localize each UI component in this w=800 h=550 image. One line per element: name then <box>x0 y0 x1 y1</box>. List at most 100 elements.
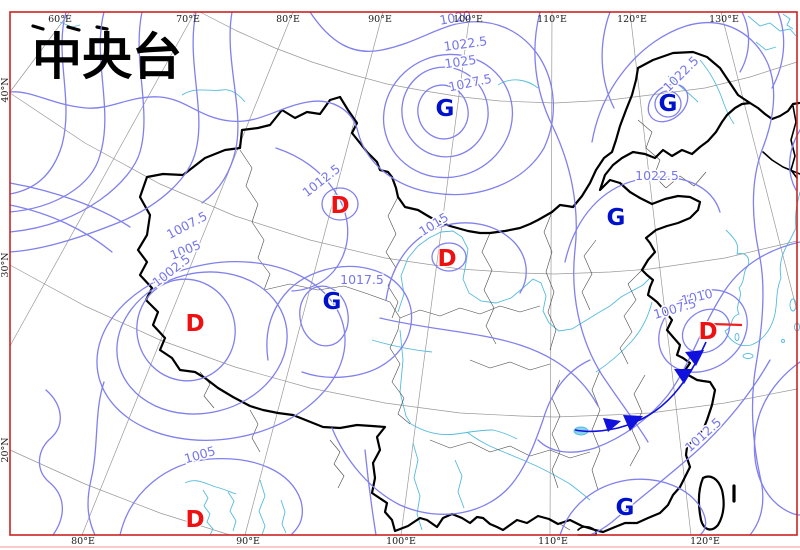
province-borders-path <box>469 359 551 371</box>
rivers-path <box>410 423 518 440</box>
longitude-label-top: 120°E <box>617 14 647 25</box>
longitude-label-top: 70°E <box>176 14 200 25</box>
isobars <box>9 11 800 536</box>
coastline <box>31 24 800 536</box>
rivers-path <box>181 89 246 103</box>
warm-front-stub <box>711 322 743 327</box>
isobars-path <box>116 271 288 415</box>
island <box>781 339 785 343</box>
isobars-path <box>96 261 346 441</box>
fronts <box>574 322 743 433</box>
rivers-path <box>412 442 423 531</box>
rivers-path <box>595 301 653 373</box>
longitude-label-top: 80°E <box>276 14 300 25</box>
isobars-path <box>275 147 349 292</box>
latitude-label-left: 20°N <box>0 437 11 462</box>
meridian <box>400 11 471 536</box>
isobars-path <box>38 389 64 536</box>
longitude-label-top: 130°E <box>709 14 739 25</box>
isobar-value-label: 1005 <box>182 443 217 466</box>
cold-front-triangle <box>685 350 704 366</box>
rivers-path <box>454 459 465 509</box>
latitude-label-left: 40°N <box>0 77 11 102</box>
isobars-path <box>647 83 689 123</box>
rivers-path <box>531 463 591 501</box>
isobars-path <box>9 182 131 228</box>
isobars-path <box>382 53 514 179</box>
isobars-path <box>9 11 67 195</box>
isobars-path <box>201 11 239 204</box>
isobars-path <box>589 359 771 536</box>
amur-border <box>636 50 752 105</box>
province-borders-path <box>399 305 541 319</box>
meridian <box>629 11 692 536</box>
longitude-label-bottom: 110°E <box>538 536 568 547</box>
low-pressure-marker: D <box>185 311 204 337</box>
hainan-island <box>577 525 597 536</box>
rivers-path <box>497 79 539 89</box>
longitude-label-top: 100°E <box>453 14 483 25</box>
province-borders-path <box>429 439 591 459</box>
isobars-path <box>559 478 707 536</box>
isobars-path <box>537 241 800 453</box>
rivers-path <box>202 489 214 536</box>
longitude-label-top: 90°E <box>368 14 392 25</box>
low-pressure-marker: D <box>437 246 456 272</box>
isobars-path <box>601 11 615 109</box>
low-pressure-marker: D <box>185 507 204 533</box>
province-borders-path <box>543 211 557 351</box>
meridian <box>81 11 294 536</box>
isobars-path <box>266 265 413 378</box>
mountain-marks <box>31 24 109 32</box>
longitude-label-bottom: 100°E <box>386 536 416 547</box>
isobars-path <box>401 66 489 158</box>
isobar-value-label: 1017.5 <box>340 272 384 287</box>
isobars-path <box>417 84 469 140</box>
rivers-path <box>755 41 777 51</box>
isobars-path <box>321 187 359 221</box>
isobars-path <box>299 285 349 347</box>
cold-front-triangle <box>674 369 693 384</box>
meridian <box>9 11 70 93</box>
rivers-path <box>397 230 651 332</box>
isobars-path <box>331 359 591 515</box>
isobar-value-label: 1012.5 <box>682 414 725 454</box>
taiwan-island <box>697 475 725 531</box>
isobars-path <box>9 11 554 196</box>
parallel <box>9 449 231 536</box>
isobar-value-label: 1015 <box>416 209 451 239</box>
rivers-path <box>466 431 533 465</box>
ne-border <box>571 66 640 209</box>
isobars-path <box>431 242 467 272</box>
isobars-path <box>87 381 105 536</box>
isobars-path <box>9 204 113 253</box>
cold-front-triangle <box>603 418 621 432</box>
province-borders-path <box>619 269 643 365</box>
isobars-path <box>681 308 731 354</box>
rivers-path <box>227 491 237 532</box>
province-borders-path <box>637 119 667 189</box>
parallel <box>9 264 798 418</box>
province-borders-path <box>389 329 411 425</box>
korea-coast <box>724 227 797 347</box>
isobars-path <box>771 11 785 89</box>
isobar-value-label: 1022.5 <box>443 33 488 54</box>
frame-border <box>9 11 798 536</box>
isobar-value-label: 1022.5 <box>635 168 679 183</box>
longitude-label-bottom: 80°E <box>71 536 95 547</box>
rivers-path <box>258 479 266 536</box>
rivers-path <box>747 15 797 37</box>
island <box>789 298 797 312</box>
province-borders-path <box>385 196 399 319</box>
province-borders-path <box>481 232 497 345</box>
isobars-path <box>385 222 527 301</box>
isobars-path <box>119 457 303 536</box>
high-pressure-marker: G <box>436 96 455 122</box>
longitude-label-top: 110°E <box>537 14 567 25</box>
province-borders-path <box>581 239 597 311</box>
longitude-label-bottom: 90°E <box>236 536 260 547</box>
rivers-path <box>667 75 699 103</box>
axis-labels: 60°E 70°E 80°E 90°E 100°E 110°E 120°E 130°E 80°E… <box>0 14 739 547</box>
low-pressure-marker: D <box>698 319 717 345</box>
